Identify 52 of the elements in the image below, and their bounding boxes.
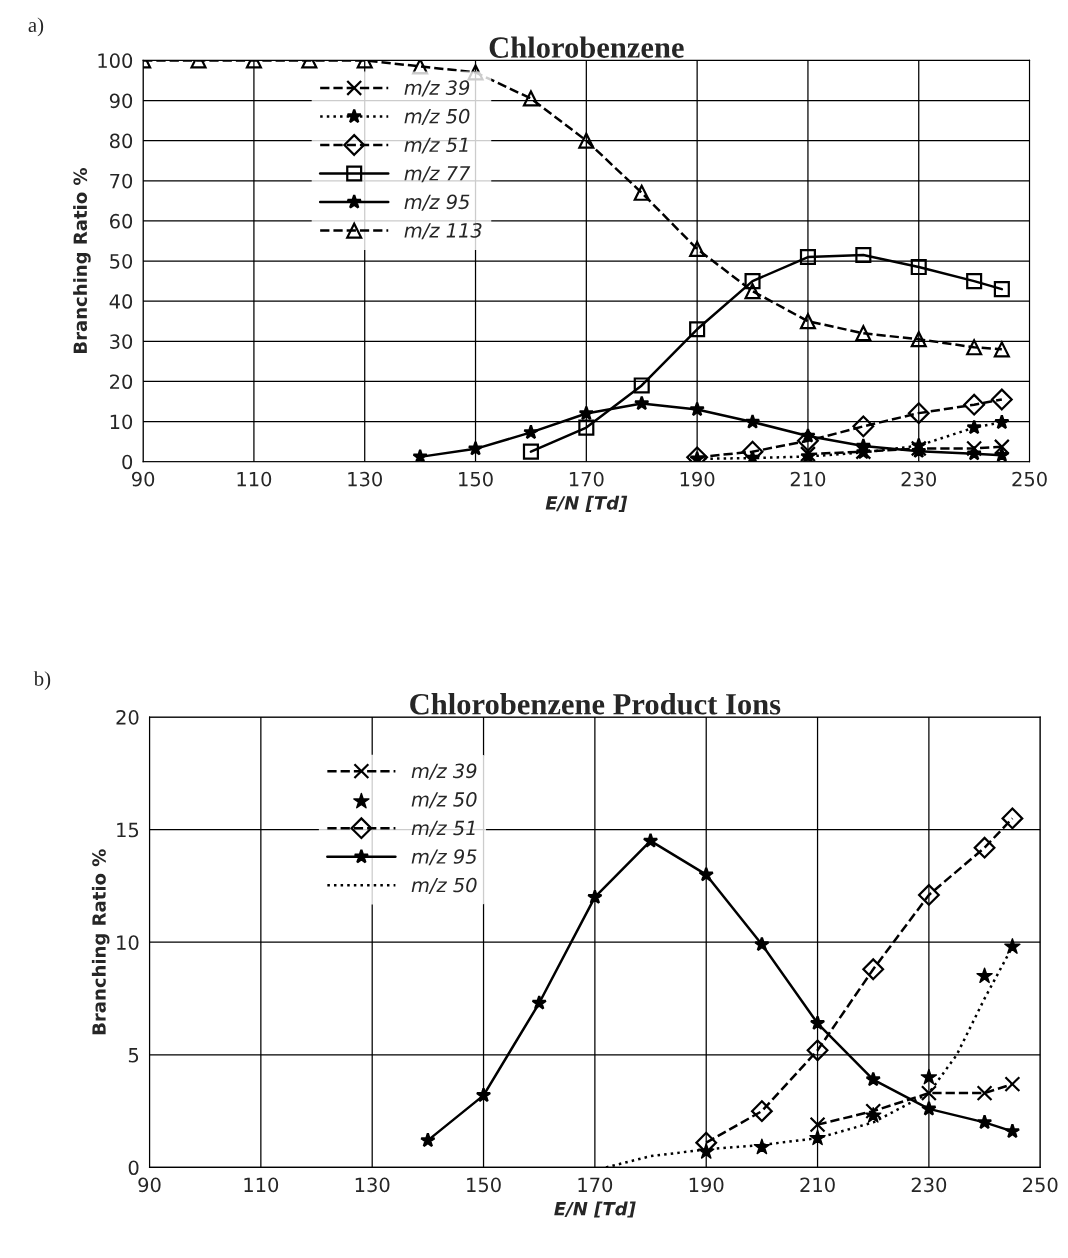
- x-tick-label: 210: [800, 1177, 835, 1193]
- y-tick-label: 100: [98, 53, 133, 69]
- legend-label: m/z 50: [411, 877, 477, 894]
- y-tick-label: 50: [110, 253, 133, 269]
- legend-label: m/z 113: [404, 223, 482, 240]
- text: b): [33, 671, 51, 691]
- y-tick-label: 90: [109, 93, 133, 109]
- legend-label: m/z 50: [411, 792, 477, 809]
- y-tick-label: 40: [109, 294, 133, 309]
- y-tick-label: 0: [128, 1160, 139, 1176]
- x-tick-label: 110: [244, 1177, 279, 1193]
- x-tick-label: 190: [689, 1177, 724, 1193]
- x-tick-label: 170: [578, 1177, 613, 1193]
- y-tick-label: 5: [128, 1048, 139, 1063]
- x-tick-label: 130: [355, 1177, 390, 1193]
- x-tick-label: 230: [911, 1177, 947, 1193]
- legend-label: m/z 50: [404, 108, 470, 126]
- legend-label: m/z 95: [404, 194, 470, 211]
- y-tick-label: 20: [116, 710, 139, 725]
- x-axis-title: E/N [Td]: [545, 495, 628, 512]
- legend-label: m/z 95: [411, 849, 477, 866]
- x-tick-label: 170: [569, 471, 604, 487]
- text: a): [28, 17, 44, 37]
- x-tick-label: 230: [901, 471, 937, 487]
- x-tick-label: 130: [348, 471, 382, 487]
- y-axis-title: Branching Ratio %: [73, 168, 91, 353]
- y-tick-label: 30: [110, 334, 133, 349]
- y-tick-label: 20: [110, 374, 133, 390]
- legend-label: m/z 39: [411, 763, 477, 780]
- y-tick-label: 15: [117, 822, 139, 838]
- x-tick-label: 250: [1023, 1177, 1058, 1193]
- x-tick-label: 150: [467, 1177, 501, 1193]
- legend-label: m/z 51: [404, 137, 468, 154]
- y-tick-label: 70: [110, 173, 133, 189]
- x-tick-label: 150: [459, 471, 493, 487]
- x-tick-label: 250: [1012, 471, 1047, 487]
- legend-label: m/z 51: [411, 820, 475, 837]
- y-axis-title: Branching Ratio %: [91, 849, 110, 1035]
- x-tick-label: 190: [680, 471, 715, 487]
- legend-label: m/z 39: [404, 80, 470, 97]
- chart-title: Chlorobenzene: [489, 36, 684, 58]
- x-tick-label: 90: [138, 1177, 161, 1193]
- y-tick-label: 80: [109, 133, 133, 149]
- y-tick-label: 10: [110, 414, 133, 430]
- x-tick-label: 110: [237, 471, 272, 487]
- y-tick-label: 0: [122, 454, 133, 470]
- chart-title: Chlorobenzene Product Ions: [410, 693, 781, 715]
- legend-label: m/z 77: [404, 166, 471, 183]
- x-tick-label: 210: [790, 471, 826, 487]
- x-axis-title: E/N [Td]: [554, 1201, 636, 1218]
- y-tick-label: 10: [117, 935, 139, 950]
- y-tick-label: 60: [110, 213, 133, 229]
